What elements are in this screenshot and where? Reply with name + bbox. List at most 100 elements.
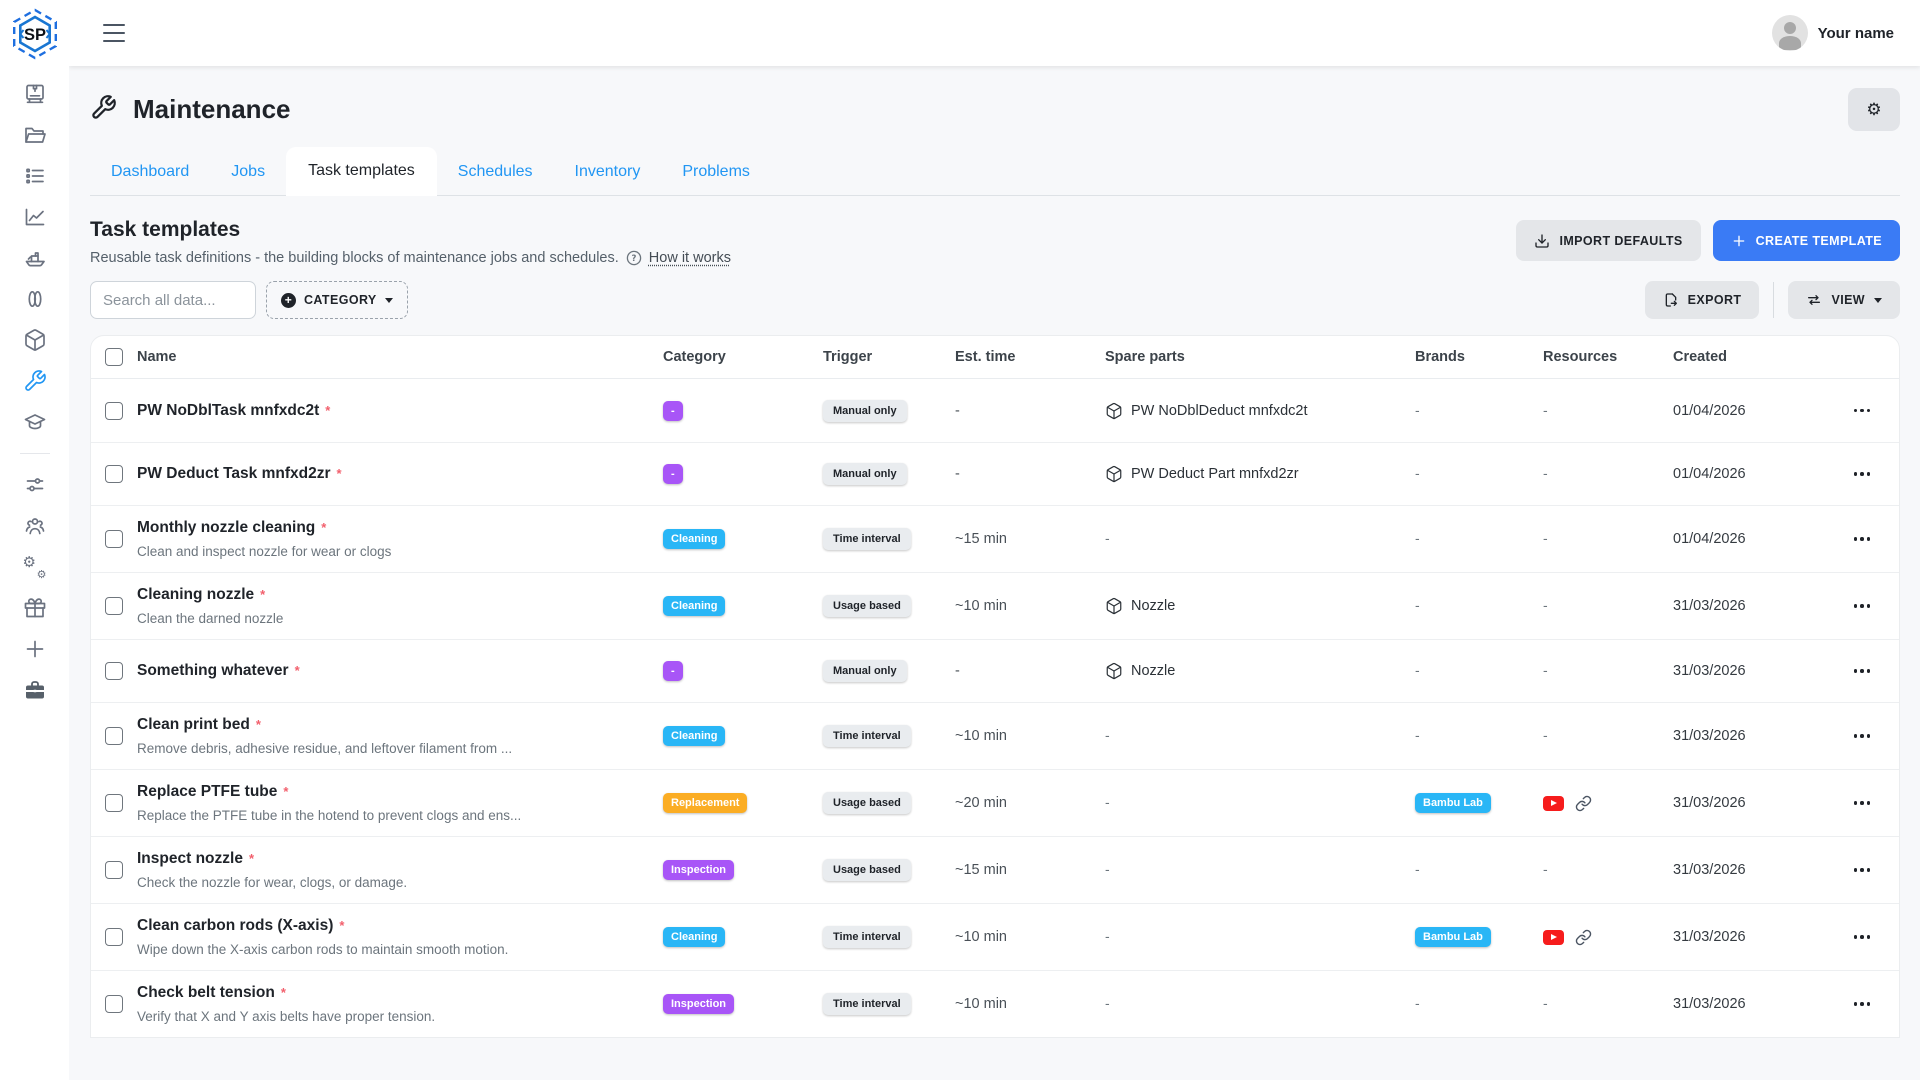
row-actions-menu[interactable] — [1852, 728, 1873, 744]
resources-dash: - — [1543, 995, 1548, 1011]
export-icon — [1665, 293, 1677, 307]
graduation-cap-icon[interactable] — [23, 410, 47, 434]
folder-icon[interactable] — [23, 123, 47, 147]
hamburger-menu-button[interactable] — [101, 23, 127, 43]
row-actions-menu[interactable] — [1852, 466, 1873, 482]
category-badge: Cleaning — [663, 927, 726, 947]
spare-part-group: Nozzle — [1105, 597, 1415, 615]
create-template-button[interactable]: CREATE TEMPLATE — [1712, 220, 1900, 261]
row-checkbox[interactable] — [105, 597, 123, 615]
spare-part-group: PW NoDblDeduct mnfxdc2t — [1105, 402, 1415, 420]
table-row[interactable]: Check belt tension * Verify that X and Y … — [91, 970, 1899, 1037]
category-badge: Cleaning — [663, 726, 726, 746]
trigger-badge: Manual only — [823, 399, 907, 422]
plus-circle-icon: + — [281, 292, 296, 308]
user-menu[interactable]: Your name — [1771, 15, 1894, 51]
column-header-trigger: Trigger — [823, 349, 873, 365]
table-row[interactable]: Replace PTFE tube * Replace the PTFE tube… — [91, 769, 1899, 836]
spare-part-group: Nozzle — [1105, 662, 1415, 680]
spare-part-group: PW Deduct Part mnfxd2zr — [1105, 465, 1415, 483]
category-filter-button[interactable]: + CATEGORY — [266, 281, 408, 319]
row-actions-menu[interactable] — [1852, 929, 1873, 945]
column-header-name: Name — [137, 349, 177, 365]
tab-inventory[interactable]: Inventory — [554, 151, 662, 195]
brand-badge: Bambu Lab — [1415, 793, 1491, 813]
cube-icon[interactable] — [23, 328, 47, 352]
row-checkbox[interactable] — [105, 465, 123, 483]
row-subtitle: Clean and inspect nozzle for wear or clo… — [137, 544, 392, 559]
gears-icon[interactable]: ⚙ ⚙ — [22, 553, 47, 581]
row-actions-menu[interactable] — [1852, 996, 1873, 1012]
table-row[interactable]: Something whatever * - Manual only - Nozz… — [91, 639, 1899, 702]
row-actions-menu[interactable] — [1852, 663, 1873, 679]
row-actions-menu[interactable] — [1852, 862, 1873, 878]
tab-problems[interactable]: Problems — [661, 151, 771, 195]
export-button[interactable]: EXPORT — [1644, 281, 1760, 319]
spare-part-text: PW Deduct Part mnfxd2zr — [1131, 466, 1299, 482]
created-date: 31/03/2026 — [1673, 862, 1746, 878]
benchy-boat-icon[interactable] — [23, 246, 47, 270]
page-title: Maintenance — [133, 94, 291, 124]
users-icon[interactable] — [23, 514, 47, 538]
list-icon[interactable] — [23, 164, 47, 188]
table-row[interactable]: Cleaning nozzle * Clean the darned nozzle… — [91, 572, 1899, 639]
row-checkbox[interactable] — [105, 861, 123, 879]
tab-schedules[interactable]: Schedules — [437, 151, 554, 195]
table-row[interactable]: Monthly nozzle cleaning * Clean and inspe… — [91, 505, 1899, 572]
app-logo[interactable]: SP — [7, 6, 63, 62]
sidebar: SP — [0, 0, 69, 1080]
required-asterisk: * — [339, 918, 345, 933]
settings-gear-button[interactable]: ⚙ — [1848, 88, 1900, 131]
plus-icon[interactable] — [23, 637, 47, 661]
youtube-icon[interactable] — [1543, 929, 1564, 945]
created-date: 31/03/2026 — [1673, 598, 1746, 614]
row-checkbox[interactable] — [105, 727, 123, 745]
table-row[interactable]: PW NoDblTask mnfxdc2t * - Manual only - P… — [91, 379, 1899, 442]
row-checkbox[interactable] — [105, 995, 123, 1013]
row-actions-menu[interactable] — [1852, 598, 1873, 614]
table-row[interactable]: PW Deduct Task mnfxd2zr * - Manual only -… — [91, 442, 1899, 505]
row-checkbox[interactable] — [105, 662, 123, 680]
row-actions-menu[interactable] — [1852, 531, 1873, 547]
created-date: 31/03/2026 — [1673, 728, 1746, 744]
select-all-checkbox[interactable] — [105, 348, 123, 366]
table-row[interactable]: Inspect nozzle * Check the nozzle for wea… — [91, 836, 1899, 903]
resources-dash: - — [1543, 597, 1548, 613]
divider — [1773, 282, 1775, 318]
avatar — [1771, 15, 1808, 51]
row-checkbox[interactable] — [105, 401, 123, 420]
required-asterisk: * — [280, 985, 286, 1000]
table-row[interactable]: Clean print bed * Remove debris, adhesive… — [91, 702, 1899, 769]
est-time: - — [955, 663, 960, 679]
tab-jobs[interactable]: Jobs — [210, 151, 286, 195]
wrench-icon-maintenance[interactable] — [23, 369, 47, 393]
row-actions-menu[interactable] — [1852, 403, 1873, 419]
printer-icon[interactable] — [23, 82, 47, 106]
gift-icon[interactable] — [23, 596, 47, 620]
tab-task-templates[interactable]: Task templates — [286, 147, 437, 196]
cube-icon — [1106, 597, 1122, 615]
chart-icon[interactable] — [23, 205, 47, 229]
link-icon[interactable] — [1575, 795, 1592, 812]
tab-dashboard[interactable]: Dashboard — [90, 151, 210, 195]
filament-icon[interactable] — [23, 287, 47, 311]
sliders-icon[interactable] — [23, 473, 47, 497]
import-defaults-button[interactable]: IMPORT DEFAULTS — [1516, 220, 1701, 261]
row-subtitle: Replace the PTFE tube in the hotend to p… — [137, 808, 522, 823]
trigger-badge: Manual only — [823, 463, 907, 485]
view-button[interactable]: VIEW — [1788, 281, 1900, 319]
resources-group — [1543, 929, 1673, 946]
youtube-icon[interactable] — [1543, 795, 1564, 811]
trigger-badge: Time interval — [823, 926, 911, 948]
created-date: 31/03/2026 — [1673, 929, 1746, 945]
row-checkbox[interactable] — [105, 794, 123, 812]
search-input[interactable] — [90, 281, 256, 319]
how-it-works-link[interactable]: How it works — [648, 250, 731, 266]
toolbox-icon[interactable] — [23, 678, 47, 702]
row-name-text: Clean carbon rods (X-axis) — [137, 917, 334, 934]
link-icon[interactable] — [1575, 929, 1592, 946]
row-checkbox[interactable] — [105, 530, 123, 548]
table-row[interactable]: Clean carbon rods (X-axis) * Wipe down th… — [91, 903, 1899, 970]
row-actions-menu[interactable] — [1852, 795, 1873, 811]
row-checkbox[interactable] — [105, 928, 123, 946]
